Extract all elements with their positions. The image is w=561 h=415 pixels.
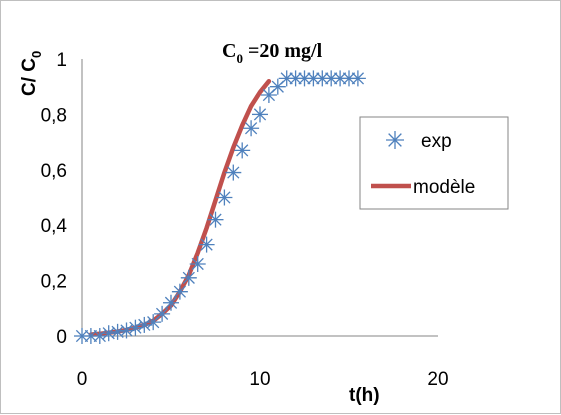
y-tick-label: 1	[56, 50, 67, 71]
exp-point	[154, 305, 171, 322]
exp-point	[216, 189, 233, 206]
exp-point	[234, 142, 251, 159]
legend-exp-marker	[386, 131, 404, 149]
x-tick-labels: 0 10 20	[77, 369, 449, 390]
y-axis-label: C/ C0	[19, 51, 44, 96]
legend-model-label: modèle	[413, 177, 475, 198]
x-tick-label: 20	[427, 369, 448, 390]
exp-point	[269, 78, 286, 95]
y-tick-label: 0,6	[41, 161, 67, 182]
exp-point	[349, 70, 366, 87]
exp-point	[136, 316, 153, 333]
exp-point	[127, 319, 144, 336]
exp-point	[180, 269, 197, 286]
exp-point	[189, 255, 206, 272]
exp-point	[207, 211, 224, 228]
legend-box	[359, 116, 509, 210]
axes	[81, 59, 438, 337]
exp-point	[118, 322, 135, 339]
x-tick-label: 10	[249, 369, 270, 390]
chart-title: C0 =20 mg/l	[222, 40, 323, 66]
y-tick-label: 0,8	[41, 105, 67, 126]
exp-series	[74, 70, 366, 344]
exp-point	[305, 70, 322, 87]
y-tick-label: 0	[56, 327, 67, 348]
exp-point	[198, 236, 215, 253]
y-tick-label: 0,2	[41, 272, 67, 293]
y-tick-label: 0,4	[41, 216, 68, 237]
x-axis-label: t(h)	[349, 385, 380, 406]
exp-point	[225, 164, 242, 181]
legend-exp-label: exp	[421, 131, 452, 152]
exp-point	[252, 106, 268, 123]
exp-point	[243, 120, 260, 137]
exp-point	[163, 294, 179, 311]
legend: exp modèle	[359, 116, 509, 210]
x-tick-label: 0	[77, 369, 88, 390]
legend-exp-asterisk	[386, 131, 404, 149]
exp-point	[341, 70, 357, 87]
y-tick-labels: 0 0,2 0,4 0,6 0,8 1	[41, 50, 68, 348]
exp-point	[171, 283, 188, 300]
exp-point	[287, 70, 304, 87]
